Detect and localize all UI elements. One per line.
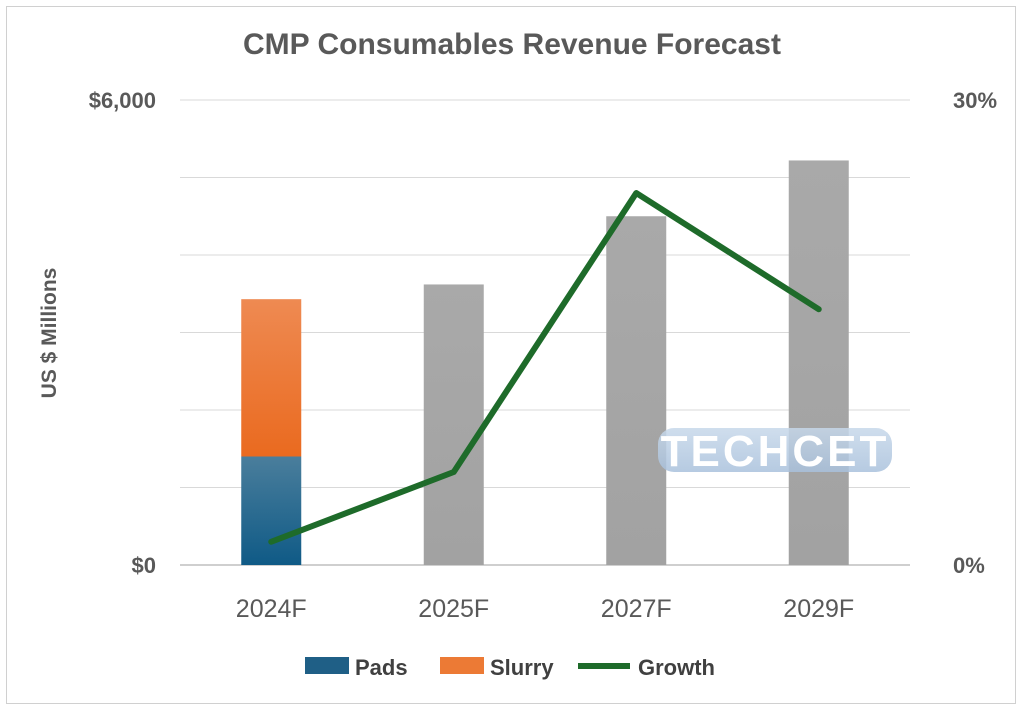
legend-swatch-slurry <box>440 657 484 674</box>
chart-title: CMP Consumables Revenue Forecast <box>243 28 781 61</box>
x-tick-label: 2029F <box>783 595 854 623</box>
watermark: TECHCET <box>658 427 892 476</box>
x-tick-label: 2025F <box>418 595 489 623</box>
bar-pads <box>241 456 302 565</box>
y-tick-label: $6,000 <box>89 88 156 113</box>
x-tick-label: 2024F <box>236 595 307 623</box>
x-tick-labels: 2024F 2025F 2027F 2029F <box>236 595 854 623</box>
legend-label-slurry: Slurry <box>490 655 554 680</box>
y-tick-label: $0 <box>132 553 156 578</box>
legend-swatch-pads <box>305 657 349 674</box>
y2-tick-label: 30% <box>953 88 997 113</box>
bars <box>241 160 849 565</box>
x-tick-label: 2027F <box>601 595 672 623</box>
legend-label-pads: Pads <box>355 655 408 680</box>
growth-series-line <box>268 190 822 545</box>
legend-label-growth: Growth <box>638 655 715 680</box>
legend: Pads Slurry Growth <box>305 655 715 680</box>
growth-line <box>268 190 822 545</box>
y-tick-labels: $6,000 $0 <box>89 88 156 578</box>
y2-tick-labels: 30% 0% <box>953 88 997 578</box>
bar-total <box>606 216 667 565</box>
bar-total <box>788 160 849 565</box>
watermark-text: TECHCET <box>661 427 890 476</box>
bar-total <box>423 284 484 565</box>
watermark-background <box>658 428 892 472</box>
bar-slurry <box>241 299 302 457</box>
gridlines <box>180 99 910 566</box>
y-axis-label: US $ Millions <box>38 268 61 399</box>
y2-tick-label: 0% <box>953 553 985 578</box>
